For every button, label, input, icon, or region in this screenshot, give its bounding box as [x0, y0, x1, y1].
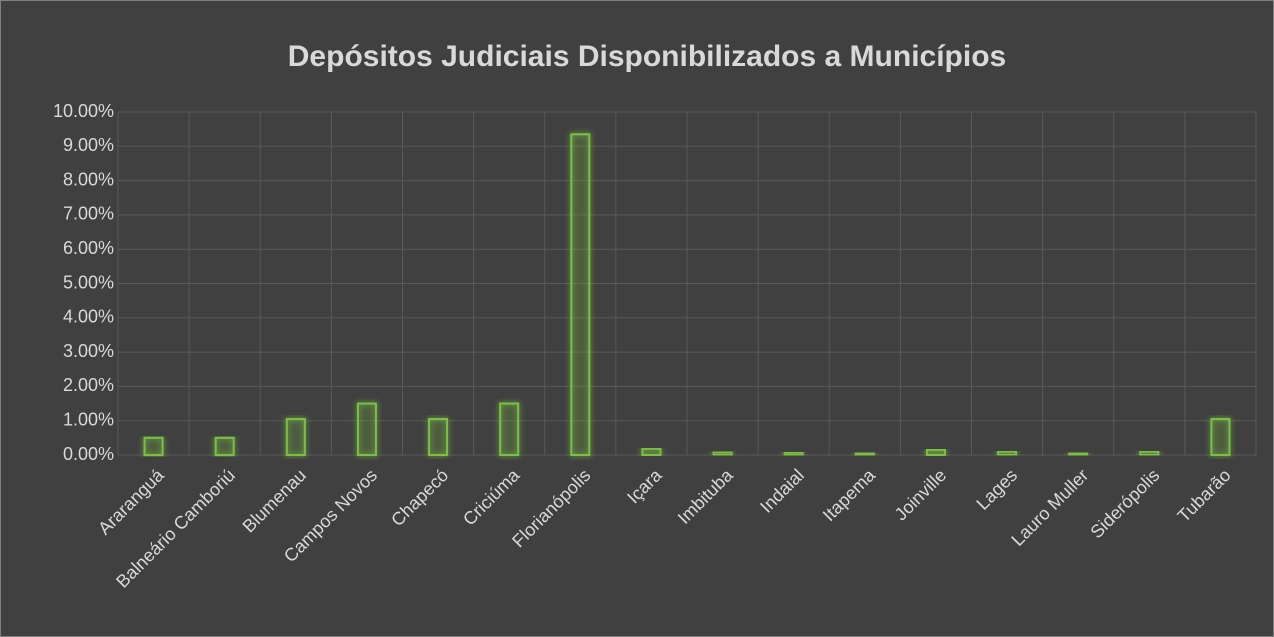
y-tick-label: 9.00%: [63, 135, 114, 155]
y-tick-label: 1.00%: [63, 409, 114, 429]
bar: [428, 417, 449, 456]
bar: [499, 402, 520, 456]
bar: [1210, 417, 1231, 456]
bar: [1068, 451, 1089, 456]
bar: [854, 451, 875, 456]
bar: [285, 417, 306, 456]
chart-title: Depósitos Judiciais Disponibilizados a M…: [288, 40, 1006, 73]
bar: [143, 436, 164, 457]
y-tick-label: 5.00%: [63, 272, 114, 292]
y-tick-label: 10.00%: [53, 101, 114, 121]
y-tick-label: 7.00%: [63, 204, 114, 224]
bar: [214, 436, 235, 457]
bar: [570, 133, 591, 456]
y-tick-label: 0.00%: [63, 444, 114, 464]
y-tick-label: 4.00%: [63, 307, 114, 327]
bar: [783, 451, 804, 456]
bar: [356, 402, 377, 456]
bar: [641, 447, 662, 456]
bar: [997, 450, 1018, 457]
y-tick-label: 8.00%: [63, 169, 114, 189]
bar: [712, 451, 733, 457]
y-tick-label: 6.00%: [63, 238, 114, 258]
bar: [925, 448, 946, 457]
bar: [1139, 450, 1160, 457]
y-tick-label: 3.00%: [63, 341, 114, 361]
y-tick-label: 2.00%: [63, 375, 114, 395]
